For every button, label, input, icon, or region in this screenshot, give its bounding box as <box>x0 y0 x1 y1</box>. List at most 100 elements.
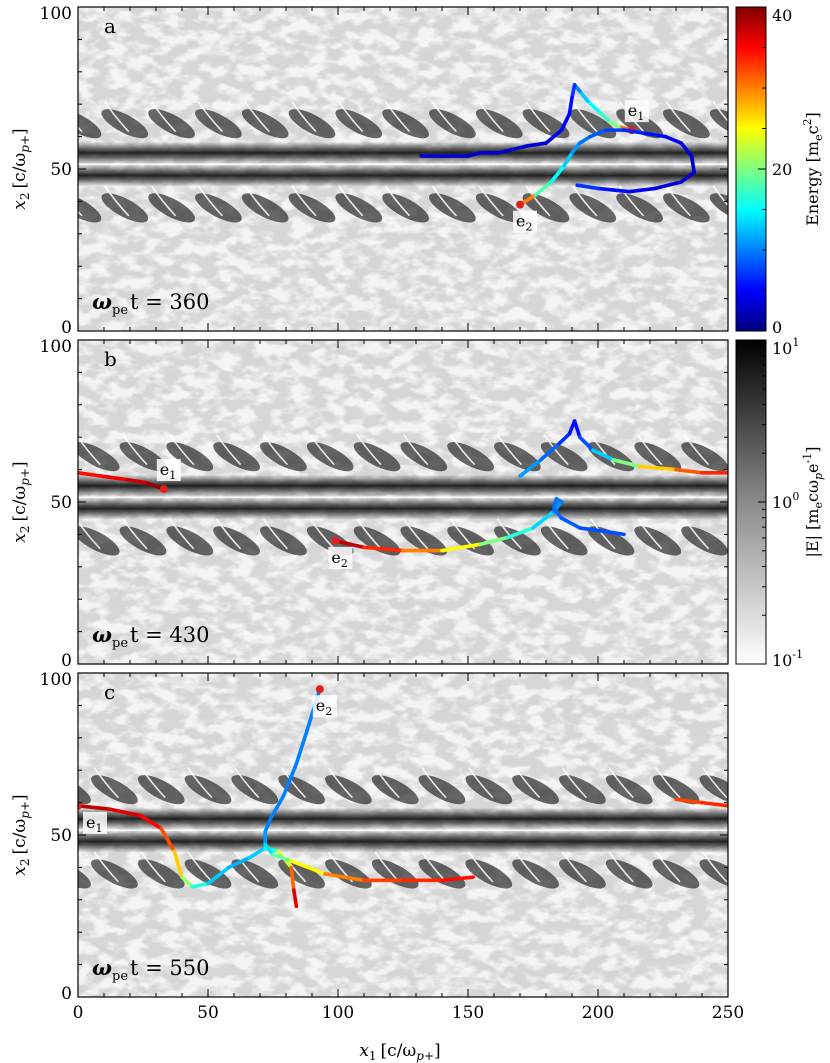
trajectory-segment <box>559 112 572 132</box>
colorbar-a: 0 20 40 Energy [mec2] <box>735 6 825 337</box>
trajectory-segment <box>291 888 299 909</box>
particle-label: e2 <box>328 546 353 570</box>
trajectory-segment <box>78 804 111 811</box>
trajectory-segment <box>622 128 647 136</box>
trajectory-segment <box>78 471 104 478</box>
y-tick-label: 0 <box>61 651 72 671</box>
trajectory-segment <box>572 419 582 440</box>
trajectory-segment <box>159 826 176 854</box>
colorbar-b: 10-1 100 101 |E| [mecωpe-1] <box>735 336 825 670</box>
trajectory-segment <box>523 141 548 149</box>
trajectory-segment <box>180 875 195 889</box>
trajectory-segment <box>611 458 642 469</box>
trajectory-e1: e1 <box>78 459 181 494</box>
trajectory-segment <box>674 467 704 475</box>
trajectory-segment <box>538 441 561 462</box>
x-tick-label: 100 <box>322 1003 354 1023</box>
trajectory-segment <box>107 807 143 818</box>
x-axis-label: x1 [c/ωp+] <box>359 1041 440 1063</box>
trajectory-segment <box>294 729 309 766</box>
particle-marker <box>315 685 324 694</box>
trajectory-segment <box>588 128 608 139</box>
trajectory-segment <box>637 464 678 472</box>
trajectory-segment <box>601 529 626 537</box>
trajectory-segment <box>559 516 582 530</box>
trajectory-segment <box>263 842 275 857</box>
trajectory-segment <box>642 131 668 139</box>
time-label: ωpet = 430 <box>92 622 209 651</box>
y-tick-label: 50 <box>50 493 72 513</box>
trajectory-segment <box>689 154 697 175</box>
trajectory-segment <box>281 761 299 798</box>
svg-text:e1: e1 <box>628 101 644 123</box>
svg-text:e2: e2 <box>516 212 532 234</box>
trajectory-2 <box>674 797 728 808</box>
trajectory-e2: e2 <box>263 685 476 883</box>
trajectory-segment <box>577 435 595 452</box>
trajectory-segment <box>479 535 509 546</box>
trajectory-segment <box>549 163 567 184</box>
colorbar-tick: 100 <box>772 490 799 512</box>
trajectory-segment <box>362 545 405 553</box>
y-tick-label: 100 <box>40 670 72 690</box>
trajectory-segment <box>663 134 684 145</box>
particle-marker <box>78 801 82 810</box>
trajectory-segment <box>544 128 564 145</box>
particle-label: e1 <box>156 459 181 482</box>
particle-label: e2 <box>513 210 537 234</box>
trajectory-segment <box>551 506 564 521</box>
x-tick-label: 200 <box>582 1003 614 1023</box>
trajectory-segment <box>596 186 632 194</box>
svg-text:e1: e1 <box>86 813 102 835</box>
panel-letter: a <box>104 14 116 38</box>
trajectory-segment <box>700 800 728 808</box>
trajectory-segment <box>440 875 476 883</box>
trajectory-segment <box>570 141 582 155</box>
colorbar-tick: 101 <box>772 336 799 358</box>
trajectory-segment <box>323 872 366 883</box>
trajectory-segment <box>505 526 535 540</box>
colorbar-label: |E| [mecωpe-1] <box>801 447 825 558</box>
panel-a: e1 e2 0 50 100 x2[c/ωp+] a ωpet = 360 0 20 40 Energ… <box>10 4 825 338</box>
trajectory-e2: e2 <box>328 496 626 570</box>
trajectory-segment <box>577 134 593 145</box>
trajectory-segment <box>466 151 483 158</box>
trajectory-segment <box>440 542 483 553</box>
trajectory-segment <box>627 186 658 194</box>
trajectory-segment <box>172 849 184 879</box>
y-tick-label: 100 <box>40 4 72 24</box>
y-axis-label: x2[c/ωp+] <box>10 128 32 209</box>
trajectory-segment <box>606 118 621 129</box>
trajectory-segment <box>577 526 606 533</box>
trajectory-segment <box>567 95 574 116</box>
panel-b: e1 e2 0 50 100 x2[c/ωp+] b ωpet = 430 10-1 100 101… <box>10 336 825 671</box>
time-label: ωpet = 360 <box>92 289 209 318</box>
y-tick-label: 0 <box>61 984 72 1004</box>
trajectory-segment <box>138 813 163 831</box>
panel-letter: b <box>104 347 117 371</box>
trajectory-e2: e2 <box>513 128 697 234</box>
trajectory-segment <box>268 794 286 821</box>
trajectory-segment <box>227 855 252 870</box>
trajectory-2 <box>518 419 728 478</box>
colorbar-tick: 20 <box>772 160 792 179</box>
trajectory-segment <box>333 539 366 550</box>
field-map: e1 e2 <box>78 7 728 331</box>
trajectory-segment <box>570 82 577 100</box>
trajectory-segment <box>575 183 600 191</box>
svg-text:e1: e1 <box>160 460 176 482</box>
panel-letter: c <box>104 680 115 704</box>
particle-label: e1 <box>83 811 107 835</box>
y-axis-label: x2[c/ωp+] <box>10 794 32 875</box>
y-tick-label: 50 <box>50 826 72 846</box>
trajectory-segment <box>577 89 590 103</box>
trajectory-segment <box>518 458 543 478</box>
x-tick-label: 150 <box>452 1003 484 1023</box>
y-tick-label: 50 <box>50 160 72 180</box>
colorbar-label: Energy [mec2] <box>801 112 825 226</box>
svg-text:e2: e2 <box>331 548 347 570</box>
particle-marker <box>516 200 524 209</box>
trajectory-segment <box>533 180 554 197</box>
trajectory-segment <box>497 144 528 155</box>
trajectory-segment <box>562 151 574 168</box>
